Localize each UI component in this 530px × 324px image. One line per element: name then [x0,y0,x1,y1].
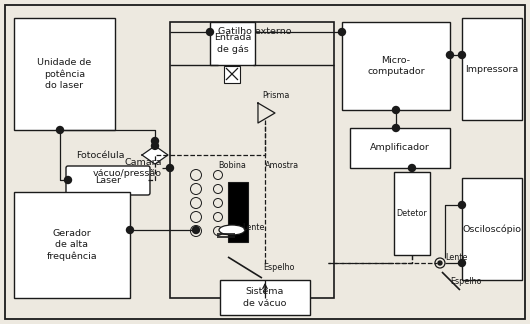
FancyBboxPatch shape [66,166,150,195]
Text: Gatilho externo: Gatilho externo [218,28,292,37]
Text: Espelho: Espelho [450,277,481,286]
Circle shape [458,202,465,209]
Circle shape [392,124,400,132]
Text: Camara
vácuo/pressão: Camara vácuo/pressão [93,158,162,178]
Text: Sistema
de vácuo: Sistema de vácuo [243,287,287,308]
Bar [170,22,334,298]
Circle shape [57,126,64,133]
Circle shape [438,261,442,265]
Text: Prisma: Prisma [262,91,289,100]
Circle shape [458,52,465,59]
Text: Detetor: Detetor [396,209,427,218]
Text: Amplificador: Amplificador [370,144,430,153]
Text: Laser: Laser [95,176,121,185]
Circle shape [152,137,158,145]
Circle shape [458,260,465,267]
Bar [224,66,240,83]
Circle shape [339,29,346,36]
Text: Espelho: Espelho [263,263,295,272]
Polygon shape [142,146,168,164]
Bar [462,18,522,120]
Bar [462,178,522,280]
Text: Bobina: Bobina [218,160,246,169]
Text: Osciloscópio: Osciloscópio [463,224,522,234]
Bar [220,280,310,315]
Text: Impressora: Impressora [465,64,518,74]
Bar [14,18,115,130]
Bar [342,22,450,110]
Text: Amostra: Amostra [265,160,299,169]
Text: Fotocélula: Fotocélula [76,151,125,159]
Text: Gerador
de alta
frequência: Gerador de alta frequência [47,229,98,261]
Text: Lente: Lente [242,224,264,233]
Circle shape [152,143,158,149]
Circle shape [166,165,173,171]
Text: Micro-
computador: Micro- computador [367,56,425,76]
Bar [394,172,430,255]
Circle shape [446,52,454,59]
Ellipse shape [219,225,245,235]
Text: Unidade de
potência
do laser: Unidade de potência do laser [38,58,92,90]
Bar [350,128,450,168]
Bar [210,22,255,65]
Circle shape [127,226,134,234]
Circle shape [192,226,199,234]
Bar [14,192,130,298]
Circle shape [409,165,416,171]
Text: Entrada
de gás: Entrada de gás [214,33,251,54]
Text: Lente: Lente [445,253,467,262]
Circle shape [65,177,72,183]
Circle shape [207,29,214,36]
Bar [228,182,248,242]
Circle shape [392,107,400,113]
